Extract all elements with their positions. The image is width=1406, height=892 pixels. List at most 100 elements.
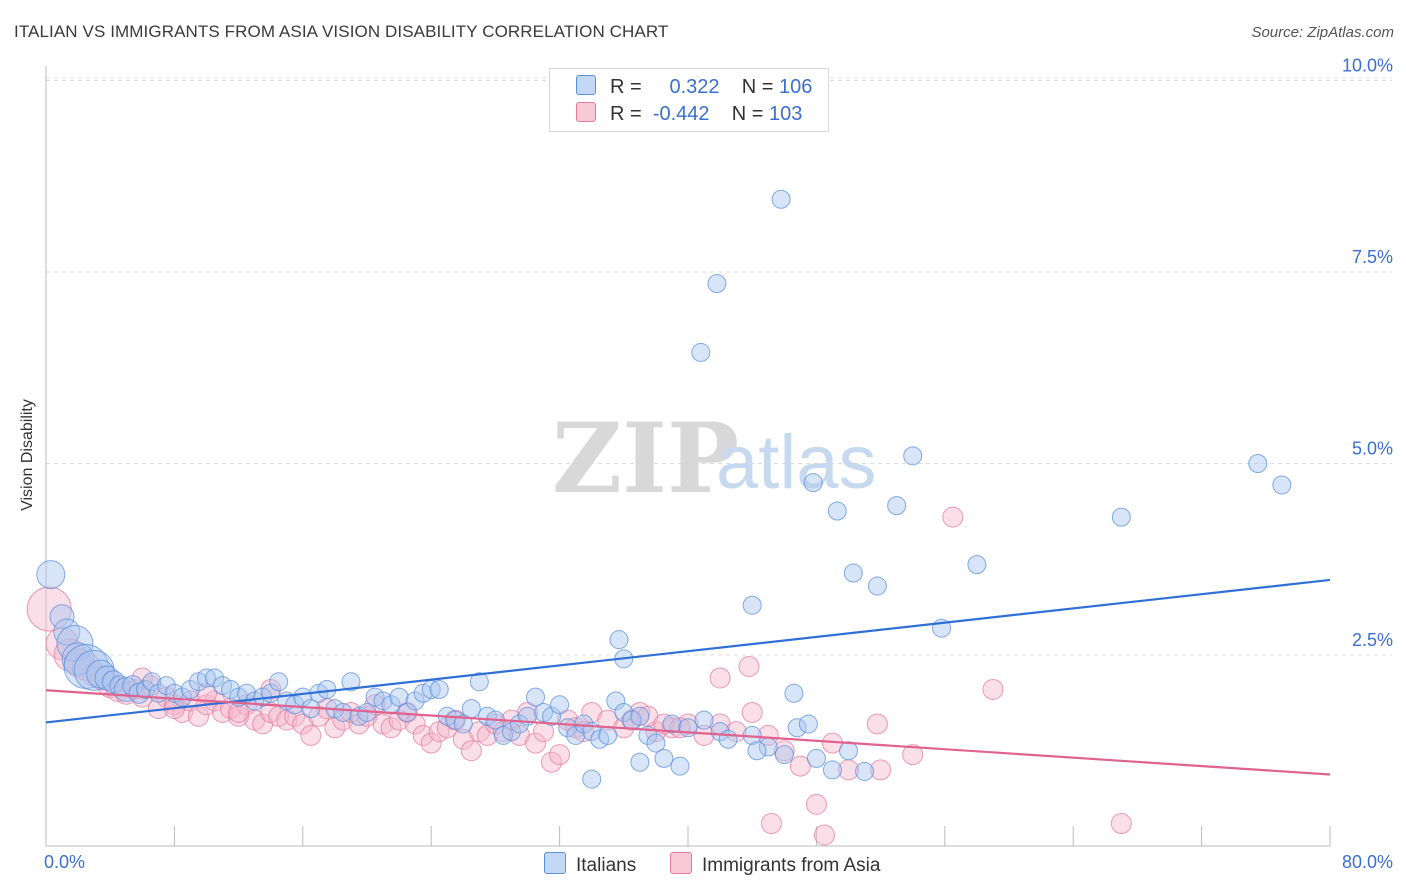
data-point (308, 705, 330, 727)
data-point (566, 725, 586, 745)
data-point (839, 741, 858, 761)
data-point (654, 748, 674, 768)
data-point (549, 744, 571, 766)
data-point (903, 446, 923, 466)
data-point (678, 718, 698, 738)
data-point (630, 752, 650, 772)
data-point (205, 668, 225, 688)
data-point (1272, 475, 1292, 495)
data-point (550, 695, 570, 715)
data-point (709, 667, 731, 689)
data-point (582, 769, 602, 789)
data-point (180, 679, 200, 699)
data-point (1248, 454, 1268, 473)
data-point (662, 714, 682, 734)
watermark: ZIP atlas (552, 402, 877, 515)
data-point (787, 718, 807, 738)
data-point (741, 701, 763, 723)
data-point (789, 755, 811, 777)
data-point (691, 342, 711, 362)
data-point (805, 793, 827, 815)
data-point (867, 576, 887, 596)
legend-row-asia: R = -0.442 N = 103 (576, 102, 802, 126)
data-point (461, 699, 481, 719)
data-point (771, 189, 791, 209)
data-point (526, 687, 546, 707)
data-point (172, 687, 192, 707)
data-point (773, 740, 795, 762)
data-point (822, 760, 842, 780)
data-point (94, 665, 120, 691)
legend-n-asia: 103 (769, 103, 803, 125)
data-point (196, 682, 217, 704)
data-point (460, 740, 482, 762)
data-point (492, 721, 514, 743)
data-point (760, 813, 782, 835)
x-tick-label-min: 0.0% (44, 852, 86, 872)
data-point (670, 756, 690, 776)
data-point (389, 687, 409, 707)
data-point (49, 604, 75, 630)
data-point (646, 733, 666, 753)
data-point (541, 751, 563, 773)
data-point (718, 729, 738, 749)
data-point (887, 496, 907, 516)
data-point (967, 555, 987, 575)
data-point (606, 691, 626, 711)
data-point (710, 722, 730, 742)
data-point (453, 714, 473, 734)
bottom-legend: Italians Immigrants from Asia (0, 852, 1406, 878)
watermark-zip: ZIP (552, 402, 739, 515)
data-point (269, 672, 289, 692)
legend-n-italians: 106 (779, 76, 813, 98)
grid (46, 77, 1392, 656)
data-point (436, 717, 458, 739)
data-point (694, 710, 714, 730)
data-point (542, 706, 562, 726)
series-immigrants-from-asia (26, 506, 1132, 846)
bottom-legend-asia[interactable]: Immigrants from Asia (670, 852, 880, 877)
data-point (784, 683, 804, 703)
bottom-legend-italians[interactable]: Italians (544, 852, 636, 877)
data-point (136, 679, 156, 699)
legend-swatch-asia (576, 102, 596, 122)
data-point (747, 741, 767, 761)
data-point (197, 668, 216, 688)
data-point (429, 679, 449, 699)
data-point (341, 672, 361, 692)
data-point (813, 824, 835, 846)
bottom-legend-swatch-asia (670, 852, 692, 874)
data-point (142, 672, 162, 692)
data-point (866, 713, 888, 735)
data-point (630, 706, 650, 726)
data-point (870, 759, 892, 781)
data-point (803, 473, 823, 493)
source-note: Source: ZipAtlas.com (1251, 24, 1394, 41)
data-point (653, 713, 675, 735)
data-point (469, 672, 489, 692)
data-point (942, 506, 964, 528)
data-point (380, 717, 402, 739)
y-tick-label: 10.0% (1342, 56, 1393, 76)
data-point (348, 713, 370, 735)
y-tick-label: 2.5% (1352, 630, 1393, 650)
data-point (707, 273, 727, 293)
data-point (509, 714, 529, 734)
axes (45, 66, 1331, 847)
y-tick-labels: 2.5% 5.0% 7.5% 10.0% (1342, 56, 1393, 651)
data-point (843, 563, 863, 583)
watermark-atlas: atlas (716, 420, 877, 505)
trend-lines (45, 578, 1331, 776)
data-point (420, 732, 442, 754)
data-point (902, 744, 924, 766)
chart-title: ITALIAN VS IMMIGRANTS FROM ASIA VISION D… (14, 22, 669, 41)
data-point (388, 709, 410, 731)
data-point (855, 761, 875, 781)
data-point (1110, 813, 1132, 835)
trend-line (45, 689, 1331, 776)
data-point (525, 732, 547, 754)
data-point (982, 678, 1004, 700)
legend-row-italians: R = 0.322 N = 106 (576, 75, 812, 99)
y-axis-label: Vision Disability (19, 399, 36, 511)
bottom-legend-swatch-italians (544, 852, 566, 874)
